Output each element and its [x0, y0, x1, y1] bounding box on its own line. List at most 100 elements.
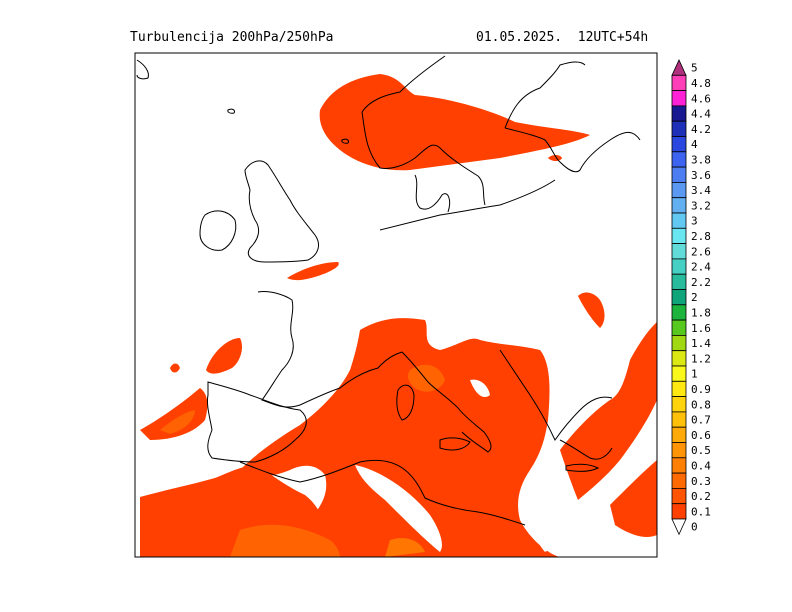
turbulence-core-1: [407, 364, 445, 392]
gap-ionian: [525, 497, 567, 552]
coast-scandinavia: [361, 55, 641, 206]
colorbar-label: 1.4: [691, 337, 711, 350]
colorbar-swatch: [671, 59, 687, 76]
coast-iberia: [207, 381, 307, 463]
turbulence-area-north-tip: [548, 155, 562, 161]
colorbar-swatch: [671, 90, 687, 107]
turbulence-area-aegean: [610, 460, 657, 537]
colorbar-swatch: [671, 334, 687, 352]
map-title: Turbulencija 200hPa/250hPa: [130, 30, 334, 45]
colorbar-label: 1.8: [691, 306, 711, 319]
colorbar-swatch: [671, 396, 687, 413]
colorbar-label: 0.3: [691, 475, 711, 488]
colorbar-swatch: [671, 487, 687, 505]
colorbar-swatch: [671, 151, 687, 168]
colorbar-swatch: [671, 74, 687, 92]
colorbar-label: 0.2: [691, 490, 711, 503]
colorbar-swatch: [671, 365, 687, 382]
colorbar-swatch: [671, 105, 687, 122]
colorbar-label: 0.9: [691, 383, 711, 396]
colorbar-label: 0: [691, 521, 698, 534]
colorbar-swatch: [671, 472, 687, 489]
colorbar-label: 2.6: [691, 245, 711, 258]
colorbar-label: 3.6: [691, 169, 711, 182]
coast-sardinia: [396, 384, 415, 421]
turbulence-core-3: [385, 538, 425, 557]
colorbar-label: 4.6: [691, 92, 711, 105]
colorbar-swatch: [671, 120, 687, 137]
coast-italy: [401, 351, 492, 453]
turbulence-area-iberia-west: [140, 388, 208, 440]
coast-ireland: [199, 210, 237, 251]
colorbar-swatch: [671, 258, 687, 275]
colorbar-label: 0.1: [691, 505, 711, 518]
colorbar-label: 2.8: [691, 230, 711, 243]
colorbar-label: 2.2: [691, 276, 711, 289]
colorbar-label: 5: [691, 62, 698, 75]
colorbar: 5 4.8 4.6 4.4 4.2 4 3.8 3.6 3.4 3.2 3 2.8 2.6 2.4 2.2 2…: [671, 59, 711, 536]
colorbar-swatch: [671, 212, 687, 229]
coast-small-islands: [227, 108, 349, 144]
colorbar-label: 1: [691, 368, 698, 381]
colorbar-label: 4.2: [691, 123, 711, 136]
turbulence-area-biscay: [206, 338, 243, 374]
turbulence-core-4: [160, 410, 195, 434]
gap-tyrrhenian: [355, 465, 442, 552]
turbulence-area-channel: [287, 262, 339, 281]
colorbar-label: 3.8: [691, 153, 711, 166]
gap-adriatic: [470, 379, 490, 398]
turbulence-area-balkans: [560, 322, 657, 500]
coastlines: [136, 55, 641, 526]
colorbar-swatch: [671, 304, 687, 321]
colorbar-swatch: [671, 411, 687, 428]
colorbar-label: 0.7: [691, 414, 711, 427]
colorbar-swatch: [671, 442, 687, 459]
forecast-datetime: 01.05.2025. 12UTC+54h: [476, 30, 649, 45]
colorbar-swatch: [671, 166, 687, 183]
coast-sicily: [439, 437, 471, 451]
coast-britain: [244, 160, 319, 263]
colorbar-label: 0.6: [691, 429, 711, 442]
colorbar-swatch: [671, 380, 687, 397]
turbulence-area-atlantic: [170, 363, 180, 373]
colorbar-label: 0.4: [691, 459, 711, 472]
colorbar-swatch: [671, 457, 687, 474]
colorbar-swatch: [671, 350, 687, 367]
colorbar-swatch: [671, 181, 687, 199]
colorbar-swatch: [671, 136, 687, 153]
colorbar-swatch: [671, 503, 687, 520]
colorbar-label: 3.2: [691, 199, 711, 212]
coast-crete: [565, 463, 600, 472]
colorbar-swatch: [671, 243, 687, 260]
colorbar-label: 4: [691, 138, 698, 151]
colorbar-swatch: [671, 426, 687, 443]
coast-balkans: [499, 349, 613, 441]
colorbar-swatch: [671, 319, 687, 336]
turbulence-area-central-med: [240, 318, 560, 557]
turbulence-core-2: [230, 524, 340, 557]
colorbar-label: 3: [691, 215, 698, 228]
colorbar-label: 4.4: [691, 108, 711, 121]
colorbar-label: 4.8: [691, 77, 711, 90]
turbulence-fields: [140, 74, 657, 557]
colorbar-swatch: [671, 227, 687, 245]
colorbar-label: 2.4: [691, 261, 711, 274]
colorbar-label: 3.4: [691, 184, 711, 197]
coast-france: [257, 291, 403, 408]
coast-germany-poland: [379, 179, 556, 231]
coast-denmark: [414, 174, 451, 213]
colorbar-swatch: [671, 518, 687, 536]
colorbar-label: 1.2: [691, 352, 711, 365]
colorbar-label: 0.5: [691, 444, 711, 457]
colorbar-label: 0.8: [691, 398, 711, 411]
coast-iceland-edge: [136, 59, 149, 80]
turbulence-area-east: [578, 292, 605, 328]
coast-greece: [559, 439, 613, 460]
map-frame: [134, 52, 658, 558]
colorbar-swatch: [671, 197, 687, 214]
colorbar-swatch: [671, 273, 687, 290]
turbulence-area-north: [319, 74, 590, 171]
coast-north-africa: [239, 459, 526, 526]
colorbar-swatch: [671, 289, 687, 306]
